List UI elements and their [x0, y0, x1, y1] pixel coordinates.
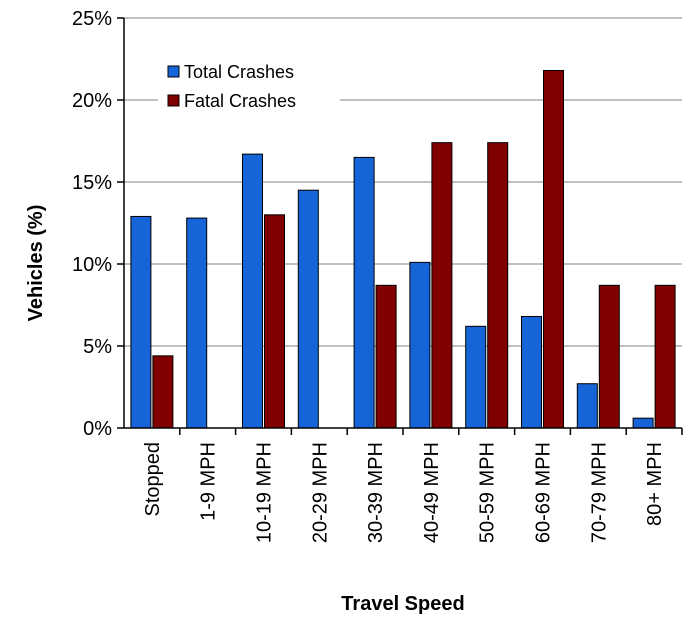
legend-box: [158, 54, 340, 114]
legend-swatch-fatal-crashes: [167, 94, 180, 107]
bar-fatal-crashes: [431, 142, 453, 429]
bar-total-crashes: [409, 261, 431, 429]
x-tick-label: 50-59 MPH: [477, 442, 499, 543]
bar-fatal-crashes: [598, 284, 620, 429]
x-tick-label: 1-9 MPH: [198, 442, 220, 521]
y-tick-label: 10%: [72, 254, 112, 276]
legend-label-fatal-crashes: Fatal Crashes: [184, 91, 296, 111]
x-tick-label: 10-19 MPH: [254, 442, 276, 543]
bar-total-crashes: [130, 215, 152, 429]
y-tick-label: 0%: [83, 418, 112, 440]
y-tick-label: 15%: [72, 172, 112, 194]
y-axis-title: Vehicles (%): [25, 205, 47, 322]
legend-swatch-total-crashes: [167, 65, 180, 78]
x-tick-label: 60-69 MPH: [533, 442, 555, 543]
legend-label-total-crashes: Total Crashes: [184, 62, 294, 82]
bar-fatal-crashes: [375, 284, 397, 429]
bar-fatal-crashes: [487, 142, 509, 429]
bar-fatal-crashes: [152, 355, 174, 429]
bar-total-crashes: [186, 217, 208, 429]
bars: [130, 69, 676, 429]
x-tick-label: 80+ MPH: [644, 442, 666, 526]
y-ticks: 0% 5% 10% 15% 20% 25%: [72, 8, 124, 440]
legend: Total Crashes Fatal Crashes: [158, 54, 340, 114]
x-tick-label: Stopped: [142, 442, 164, 517]
bar-total-crashes: [632, 417, 654, 429]
bar-total-crashes: [297, 189, 319, 429]
x-tick-label: 30-39 MPH: [365, 442, 387, 543]
y-tick-label: 25%: [72, 8, 112, 30]
x-tick-label: 20-29 MPH: [309, 442, 331, 543]
bar-fatal-crashes: [264, 214, 285, 429]
x-axis-title: Travel Speed: [341, 593, 464, 615]
bar-fatal-crashes: [543, 69, 564, 429]
bar-total-crashes: [576, 383, 598, 429]
bar-total-crashes: [465, 325, 487, 429]
y-tick-label: 20%: [72, 90, 112, 112]
bar-total-crashes: [521, 315, 542, 429]
x-tick-label: 70-79 MPH: [588, 442, 610, 543]
x-tick-label: 40-49 MPH: [421, 442, 443, 543]
bar-fatal-crashes: [654, 284, 676, 429]
y-tick-label: 5%: [83, 336, 112, 358]
bar-total-crashes: [242, 153, 263, 429]
x-ticks: Stopped 1-9 MPH 10-19 MPH 20-29 MPH 30-39 MP…: [142, 428, 683, 543]
bar-total-crashes: [353, 156, 375, 429]
